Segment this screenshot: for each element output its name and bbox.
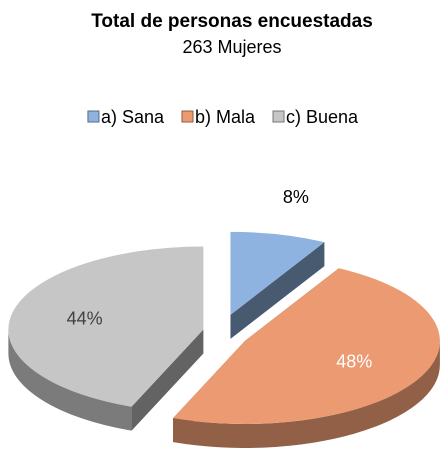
slice-face bbox=[131, 329, 204, 431]
slice-side bbox=[8, 329, 132, 431]
chart-subtitle: 263 Mujeres bbox=[182, 37, 281, 57]
slice-face bbox=[230, 242, 325, 339]
legend-swatch bbox=[87, 110, 100, 123]
slice-top bbox=[173, 268, 440, 424]
slice bbox=[8, 246, 204, 431]
data-label: 48% bbox=[336, 352, 372, 372]
legend-swatch bbox=[272, 110, 285, 123]
legend: a) Sana b) Mala c) Buena bbox=[87, 107, 359, 127]
legend-label: b) Mala bbox=[195, 107, 256, 127]
legend-swatch bbox=[181, 110, 194, 123]
slice-side bbox=[173, 340, 440, 448]
slice-top bbox=[8, 246, 204, 407]
legend-label: c) Buena bbox=[286, 107, 359, 127]
chart-title: Total de personas encuestadas bbox=[91, 11, 373, 32]
slice bbox=[230, 231, 325, 339]
data-label: 8% bbox=[283, 187, 309, 207]
slice bbox=[173, 268, 440, 448]
slice-top bbox=[230, 231, 325, 315]
data-label: 44% bbox=[67, 309, 103, 329]
legend-label: a) Sana bbox=[101, 107, 165, 127]
